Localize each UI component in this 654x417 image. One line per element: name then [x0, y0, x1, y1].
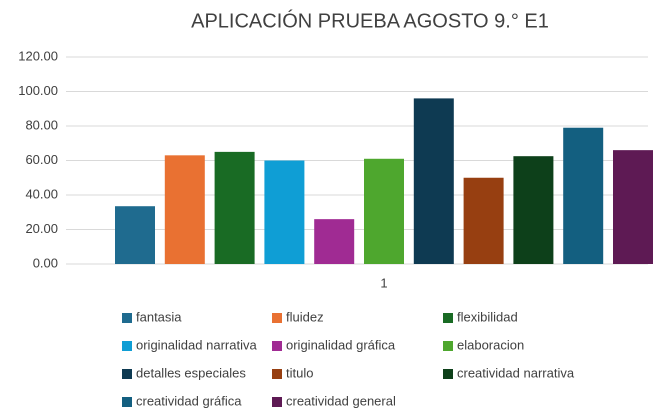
bar [364, 158, 404, 264]
legend-swatch [443, 369, 453, 379]
y-tick-label: 40.00 [25, 186, 58, 201]
legend-swatch [443, 341, 453, 351]
legend-label: flexibilidad [457, 309, 518, 324]
y-tick-label: 60.00 [25, 152, 58, 167]
bar [214, 151, 255, 264]
legend-label: originalidad narrativa [136, 337, 257, 352]
bar [463, 177, 504, 264]
legend-label: originalidad gráfica [286, 337, 396, 352]
y-tick-label: 20.00 [25, 221, 58, 236]
legend-swatch [272, 341, 282, 351]
bar [164, 155, 205, 264]
legend-swatch [122, 369, 132, 379]
chart-title: APLICACIÓN PRUEBA AGOSTO 9.° E1 [191, 9, 549, 32]
bar [413, 98, 454, 265]
legend-label: creatividad general [286, 393, 396, 408]
bar [563, 127, 604, 264]
legend-swatch [272, 397, 282, 407]
legend-label: creatividad narrativa [457, 365, 575, 380]
legend-swatch [122, 313, 132, 323]
bar [264, 160, 305, 264]
bar [314, 219, 355, 264]
y-tick-label: 80.00 [25, 117, 58, 132]
legend-label: creatividad gráfica [136, 393, 242, 408]
legend-label: titulo [286, 365, 313, 380]
legend-swatch [122, 397, 132, 407]
legend-label: fantasia [136, 309, 182, 324]
bar [613, 150, 653, 264]
legend-label: detalles especiales [136, 365, 246, 380]
legend-label: elaboracion [457, 337, 524, 352]
bar [513, 156, 554, 264]
bar [115, 206, 155, 264]
legend-swatch [272, 313, 282, 323]
legend-swatch [272, 369, 282, 379]
legend-swatch [443, 313, 453, 323]
y-tick-label: 0.00 [33, 255, 58, 270]
legend-label: fluidez [286, 309, 324, 324]
y-tick-label: 100.00 [18, 83, 58, 98]
y-tick-label: 120.00 [18, 48, 58, 63]
legend-swatch [122, 341, 132, 351]
x-tick-label: 1 [380, 275, 387, 290]
